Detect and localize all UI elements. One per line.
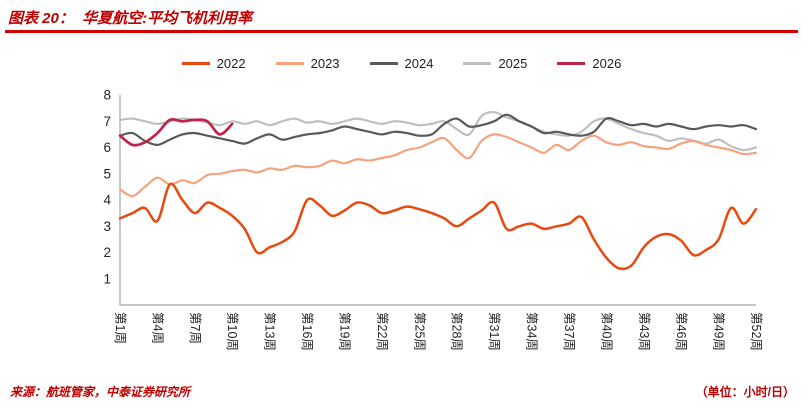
- y-tick-label: 3: [103, 219, 111, 234]
- x-tick-label: 第37周: [562, 312, 576, 351]
- y-tick-label: 1: [103, 271, 111, 286]
- legend-swatch-2022: [181, 62, 210, 65]
- legend-label: 2026: [592, 56, 622, 71]
- series-line-2024: [118, 113, 758, 147]
- x-tick-label: 第16周: [300, 312, 314, 351]
- legend-label: 2023: [310, 56, 340, 71]
- x-tick-label: 第1周: [113, 312, 127, 344]
- y-axis-labels: 1 2 3 4 5 6 7 8: [103, 88, 111, 287]
- series-line-2023: [118, 133, 758, 198]
- legend-item-2026: 2026: [557, 56, 621, 71]
- legend-swatch-2026: [557, 62, 586, 65]
- unit-note: （单位：小时/日）: [695, 385, 795, 399]
- chart-legend: 2022 2023 2024 2025 2026: [0, 56, 803, 71]
- x-tick-label: 第22周: [375, 312, 389, 351]
- y-tick-label: 6: [103, 140, 111, 155]
- x-tick-label: 第49周: [712, 312, 726, 351]
- legend-label: 2025: [498, 56, 528, 71]
- x-tick-label: 第34周: [525, 312, 539, 351]
- y-tick-label: 5: [103, 166, 111, 181]
- legend-item-2022: 2022: [181, 56, 246, 71]
- legend-item-2025: 2025: [463, 56, 527, 71]
- x-tick-label: 第46周: [674, 312, 688, 351]
- x-tick-label: 第52周: [749, 312, 763, 351]
- legend-item-2024: 2024: [369, 56, 434, 71]
- axis-lines: [119, 95, 756, 306]
- x-tick-label: 第7周: [188, 312, 202, 344]
- y-tick-label: 8: [103, 88, 111, 103]
- series-line-2026: [118, 117, 234, 147]
- series-line-2025: [118, 110, 758, 152]
- series-line-2022: [118, 182, 758, 271]
- x-tick-label: 第31周: [487, 312, 501, 351]
- legend-swatch-2025: [463, 62, 492, 65]
- source-note: 来源：航班管家，中泰证券研究所: [10, 385, 191, 399]
- x-tick-label: 第40周: [599, 312, 613, 351]
- figure-title: 图表 20： 华夏航空:平均飞机利用率: [8, 10, 253, 27]
- x-tick-label: 第19周: [337, 312, 351, 351]
- legend-item-2023: 2023: [275, 56, 340, 71]
- y-tick-label: 4: [103, 193, 111, 208]
- y-tick-label: 7: [103, 114, 111, 129]
- x-tick-label: 第25周: [412, 312, 426, 351]
- legend-label: 2022: [216, 56, 246, 71]
- x-tick-label: 第43周: [637, 312, 651, 351]
- x-tick-label: 第28周: [450, 312, 464, 351]
- x-axis-labels: 第1周 第4周 第7周 第10周 第13周 第16周 第19周 第22周 第25周 第28周 第31…: [113, 312, 763, 351]
- x-tick-label: 第10周: [225, 312, 239, 351]
- legend-swatch-2023: [275, 62, 304, 65]
- y-tick-label: 2: [103, 245, 111, 260]
- legend-label: 2024: [404, 56, 434, 71]
- title-underline: [5, 30, 798, 33]
- legend-swatch-2024: [369, 62, 398, 65]
- x-tick-label: 第4周: [150, 312, 164, 344]
- x-tick-label: 第13周: [263, 312, 277, 351]
